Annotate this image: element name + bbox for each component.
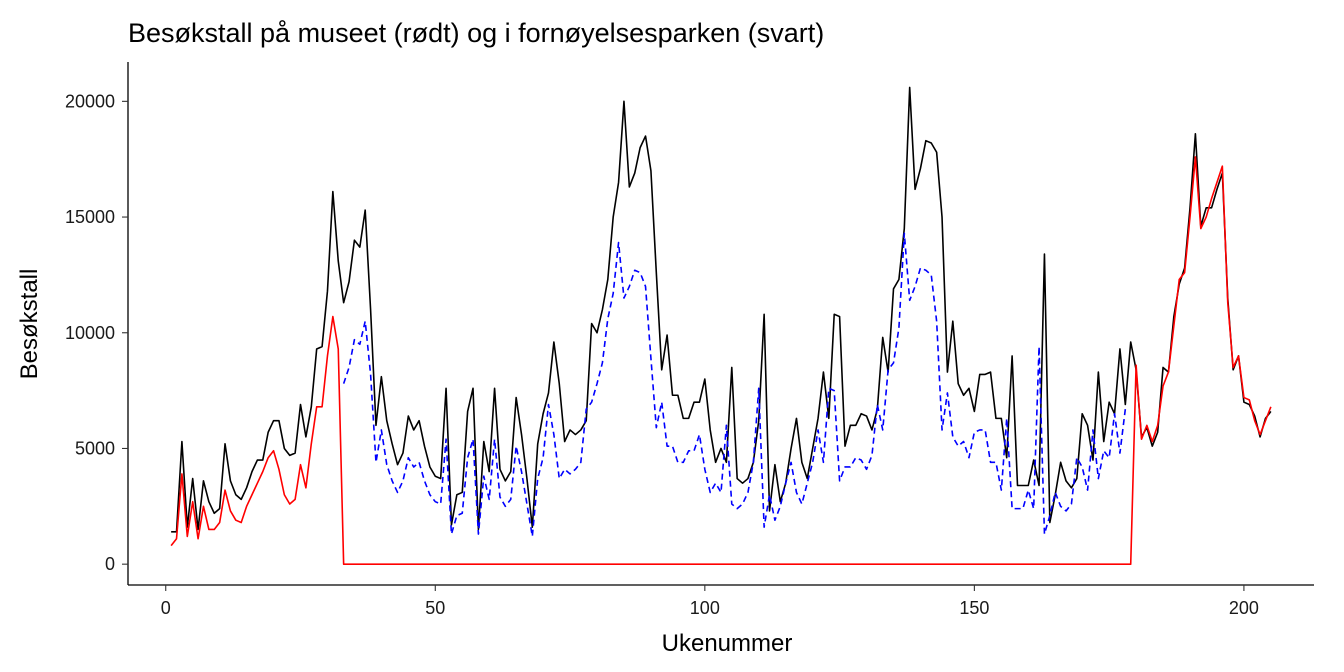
x-tick-label: 200 <box>1229 598 1259 618</box>
y-tick-label: 20000 <box>65 91 115 111</box>
x-axis-ticks: 0 50 100 150 200 <box>161 585 1259 618</box>
series-line-3 <box>170 156 1272 565</box>
chart-title: Besøkstall på museet (rødt) og i fornøye… <box>128 18 824 48</box>
y-tick-label: 10000 <box>65 323 115 343</box>
x-tick-label: 100 <box>690 598 720 618</box>
y-axis-title: Besøkstall <box>16 269 43 380</box>
y-tick-label: 15000 <box>65 207 115 227</box>
series-line-1 <box>171 86 1272 533</box>
series-layer <box>170 86 1272 565</box>
y-tick-label: 0 <box>105 554 115 574</box>
x-axis-title: Ukenummer <box>662 630 793 657</box>
series-line-2 <box>342 232 1127 538</box>
x-tick-label: 50 <box>425 598 445 618</box>
x-tick-label: 150 <box>959 598 989 618</box>
y-axis-ticks: 0 5000 10000 15000 20000 <box>65 91 128 574</box>
y-tick-label: 5000 <box>75 438 115 458</box>
x-tick-label: 0 <box>161 598 171 618</box>
